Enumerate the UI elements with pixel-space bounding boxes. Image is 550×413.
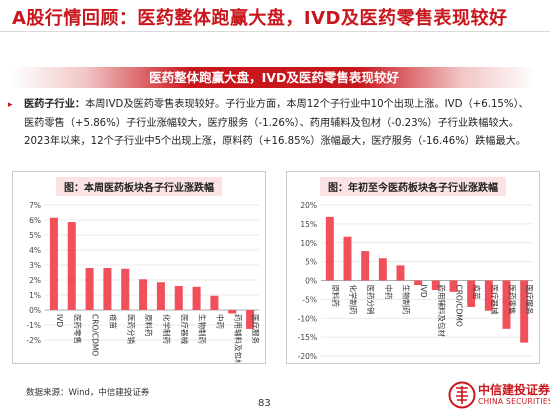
ytd-ytick-label: 20% — [300, 201, 317, 210]
ytd-ytick-label: 5% — [305, 258, 317, 267]
ytd-category-label: 生物制药 — [402, 285, 412, 315]
ytd-bar — [378, 258, 387, 281]
ytd-category-label: 中药 — [384, 285, 394, 300]
ytd-bar — [361, 251, 370, 281]
weekly-ytick-label: -2% — [26, 336, 41, 345]
data-source: 数据来源：Wind，中信建投证券 — [26, 388, 150, 398]
weekly-chart-panel: -2% -1% 0% 1% 2% 3% 4% 5% 6% 7% IVD 医药零售 CRO/CDMO 疫苗医… — [12, 171, 266, 364]
ytd-chart: -20% -15% -10% -5% 0% 5% 10% 15% 20% 原料药 化学制药 医药分销中… — [298, 201, 536, 361]
weekly-bar — [210, 295, 219, 310]
weekly-category-label: 生物制药 — [198, 314, 208, 344]
weekly-category-label: 医药分销 — [126, 314, 136, 344]
weekly-category-label: 原料药 — [144, 314, 154, 337]
company-logo: 中信建投证券 CHINA SECURITIES — [444, 380, 550, 410]
ytd-category-label: 原料药 — [331, 285, 341, 308]
ytd-category-label: 化学制药 — [349, 285, 359, 315]
section-banner: 医药整体跑赢大盘，IVD及医药零售表现较好 — [12, 67, 536, 88]
weekly-category-label: 医药零售 — [73, 314, 83, 344]
logo-en-text: CHINA SECURITIES — [478, 397, 550, 406]
weekly-category-label: IVD — [55, 314, 64, 327]
ytd-category-label: 疫苗 — [472, 285, 482, 300]
ytd-ytick-label: 0% — [305, 277, 317, 286]
weekly-bar — [192, 286, 201, 310]
ytd-category-label: 医疗器械 — [490, 285, 500, 315]
summary-paragraph: ▸ 医药子行业：本周IVD及医药零售表现较好。子行业方面，本周12个子行业中10… — [8, 96, 536, 152]
ytd-bar — [502, 280, 511, 329]
weekly-category-label: 药用辅料及包材 — [233, 314, 243, 363]
ytd-bar — [396, 265, 405, 281]
ytd-category-label: 医药分销 — [366, 285, 376, 315]
ytd-bar — [520, 280, 529, 343]
weekly-category-label: 医疗器械 — [180, 314, 190, 344]
ytd-category-label: 药用辅料及包材 — [437, 285, 447, 338]
ytd-category-label: 医疗服务 — [525, 285, 535, 315]
ytd-bar — [431, 280, 440, 290]
weekly-category-label: 化学制药 — [162, 314, 172, 344]
paragraph-line2: 医药零售（+5.86%）子行业涨幅较大，医疗服务（-1.26%）、药用辅料及包材… — [24, 117, 519, 129]
logo-cn-text: 中信建投证券 — [478, 383, 550, 397]
weekly-bar — [85, 268, 94, 310]
weekly-category-label: 医疗服务 — [251, 314, 261, 344]
page-number: 83 — [258, 398, 271, 409]
ytd-bar — [467, 280, 476, 307]
ytd-ytick-label: -15% — [298, 333, 317, 342]
ytd-category-label: IVD — [419, 285, 428, 298]
ytd-bar — [325, 216, 334, 281]
weekly-bar — [67, 222, 76, 310]
weekly-category-label: CRO/CDMO — [91, 314, 100, 356]
ytd-ytick-label: -10% — [298, 314, 317, 323]
bullet-arrow-icon: ▸ — [8, 100, 13, 110]
weekly-ytick-label: 4% — [29, 246, 41, 255]
ytd-bar — [449, 280, 458, 292]
paragraph-line3: 2023年以来，12个子行业中5个出现上涨，原料药（+16.85%）涨幅最大，医… — [24, 136, 527, 147]
ytd-ytick-label: 15% — [300, 220, 317, 229]
banner-text: 医药整体跑赢大盘，IVD及医药零售表现较好 — [149, 70, 399, 85]
ytd-bar — [414, 280, 423, 286]
weekly-bar — [246, 310, 255, 329]
ytd-ytick-label: -5% — [302, 295, 317, 304]
ytd-chart-title: 图：年初至今医药板块各子行业涨跌幅 — [320, 177, 506, 196]
weekly-bar — [121, 268, 130, 310]
weekly-category-label: 疫苗 — [108, 314, 118, 329]
weekly-bar — [103, 268, 112, 310]
weekly-bar — [139, 279, 148, 310]
ytd-ytick-label: -20% — [298, 352, 317, 361]
weekly-bar — [228, 310, 237, 314]
weekly-category-label: 中药 — [215, 314, 225, 329]
weekly-ytick-label: 1% — [29, 291, 41, 300]
weekly-ytick-label: 7% — [29, 201, 41, 210]
weekly-ytick-label: 3% — [29, 261, 41, 270]
weekly-chart-title: 图：本周医药板块各子行业涨跌幅 — [56, 177, 222, 196]
ytd-chart-panel: -20% -15% -10% -5% 0% 5% 10% 15% 20% 原料药 化学制药 医药分销中… — [286, 171, 540, 364]
paragraph-line1: 本周IVD及医药零售表现较好。子行业方面，本周12个子行业中10个出现上涨。IV… — [85, 99, 529, 110]
ytd-category-label: CRO/CDMO — [455, 285, 464, 327]
weekly-bar — [49, 217, 58, 310]
ytd-ytick-label: 10% — [300, 239, 317, 248]
paragraph-lead: 医药子行业： — [24, 99, 86, 110]
ytd-category-label: 医药零售 — [508, 285, 518, 315]
weekly-bar — [174, 286, 183, 310]
ytd-bar — [484, 280, 493, 311]
page-title: A股行情回顾：医药整体跑赢大盘，IVD及医药零售表现较好 — [12, 8, 508, 29]
logo-mark-icon — [448, 381, 476, 409]
weekly-ytick-label: 5% — [29, 231, 41, 240]
weekly-ytick-label: 0% — [29, 306, 41, 315]
weekly-ytick-label: 2% — [29, 276, 41, 285]
weekly-ytick-label: 6% — [29, 216, 41, 225]
weekly-ytick-label: -1% — [26, 321, 41, 330]
weekly-bar — [156, 282, 165, 310]
weekly-chart: -2%-1%0%1%2%3%4%5%6%7%IVD 医药零售 CRO/CDMO 疫苗医… — [26, 201, 261, 363]
title-divider — [0, 31, 550, 32]
ytd-bar — [343, 236, 352, 281]
